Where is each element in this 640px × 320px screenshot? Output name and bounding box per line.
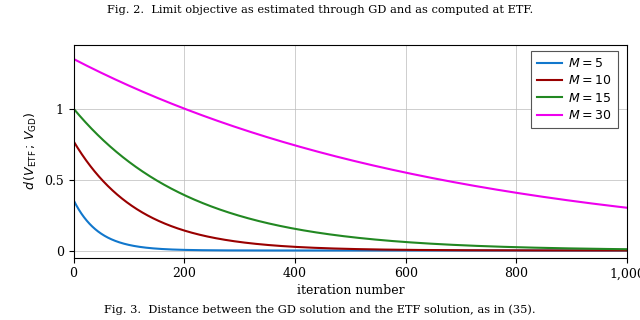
$M = 30$ [306,148,314,151]
$M = 30$ [612,204,620,208]
$M = 5$ [623,249,631,252]
$M = 15$ [306,229,314,233]
$M = 15$ [612,247,620,251]
Line: $M = 5$: $M = 5$ [74,200,627,251]
$M = 15$ [623,247,631,251]
$M = 5$ [306,249,314,252]
Line: $M = 30$: $M = 30$ [74,59,627,208]
X-axis label: iteration number: iteration number [296,284,404,298]
$M = 15$ [133,165,141,169]
$M = 5$ [70,198,77,202]
$M = 10$ [282,244,290,248]
Y-axis label: $d\,(V_{\mathrm{ETF}}\,;\,V_{\mathrm{GD}})$: $d\,(V_{\mathrm{ETF}}\,;\,V_{\mathrm{GD}… [22,112,38,190]
$M = 10$ [612,249,620,252]
$M = 15$ [553,246,561,250]
Legend: $M = 5$, $M = 10$, $M = 15$, $M = 30$: $M = 5$, $M = 10$, $M = 15$, $M = 30$ [531,51,618,128]
$M = 5$ [133,244,141,248]
$M = 5$ [553,249,561,252]
$M = 30$ [553,197,561,201]
Text: Fig. 2.  Limit objective as estimated through GD and as computed at ETF.: Fig. 2. Limit objective as estimated thr… [107,5,533,15]
Line: $M = 10$: $M = 10$ [74,141,627,251]
$M = 5$ [612,249,620,252]
$M = 30$ [70,57,77,61]
$M = 10$ [70,139,77,143]
$M = 15$ [166,186,173,190]
$M = 10$ [166,224,173,228]
$M = 30$ [133,87,141,91]
$M = 30$ [623,206,631,210]
$M = 10$ [623,249,631,252]
$M = 30$ [282,141,290,145]
$M = 10$ [306,246,314,250]
Text: Fig. 3.  Distance between the GD solution and the ETF solution, as in (35).: Fig. 3. Distance between the GD solution… [104,305,536,315]
$M = 15$ [70,107,77,110]
Line: $M = 15$: $M = 15$ [74,108,627,249]
$M = 30$ [166,101,173,105]
$M = 5$ [166,247,173,251]
$M = 10$ [133,207,141,211]
$M = 5$ [282,249,290,252]
$M = 10$ [553,249,561,252]
$M = 15$ [282,225,290,229]
